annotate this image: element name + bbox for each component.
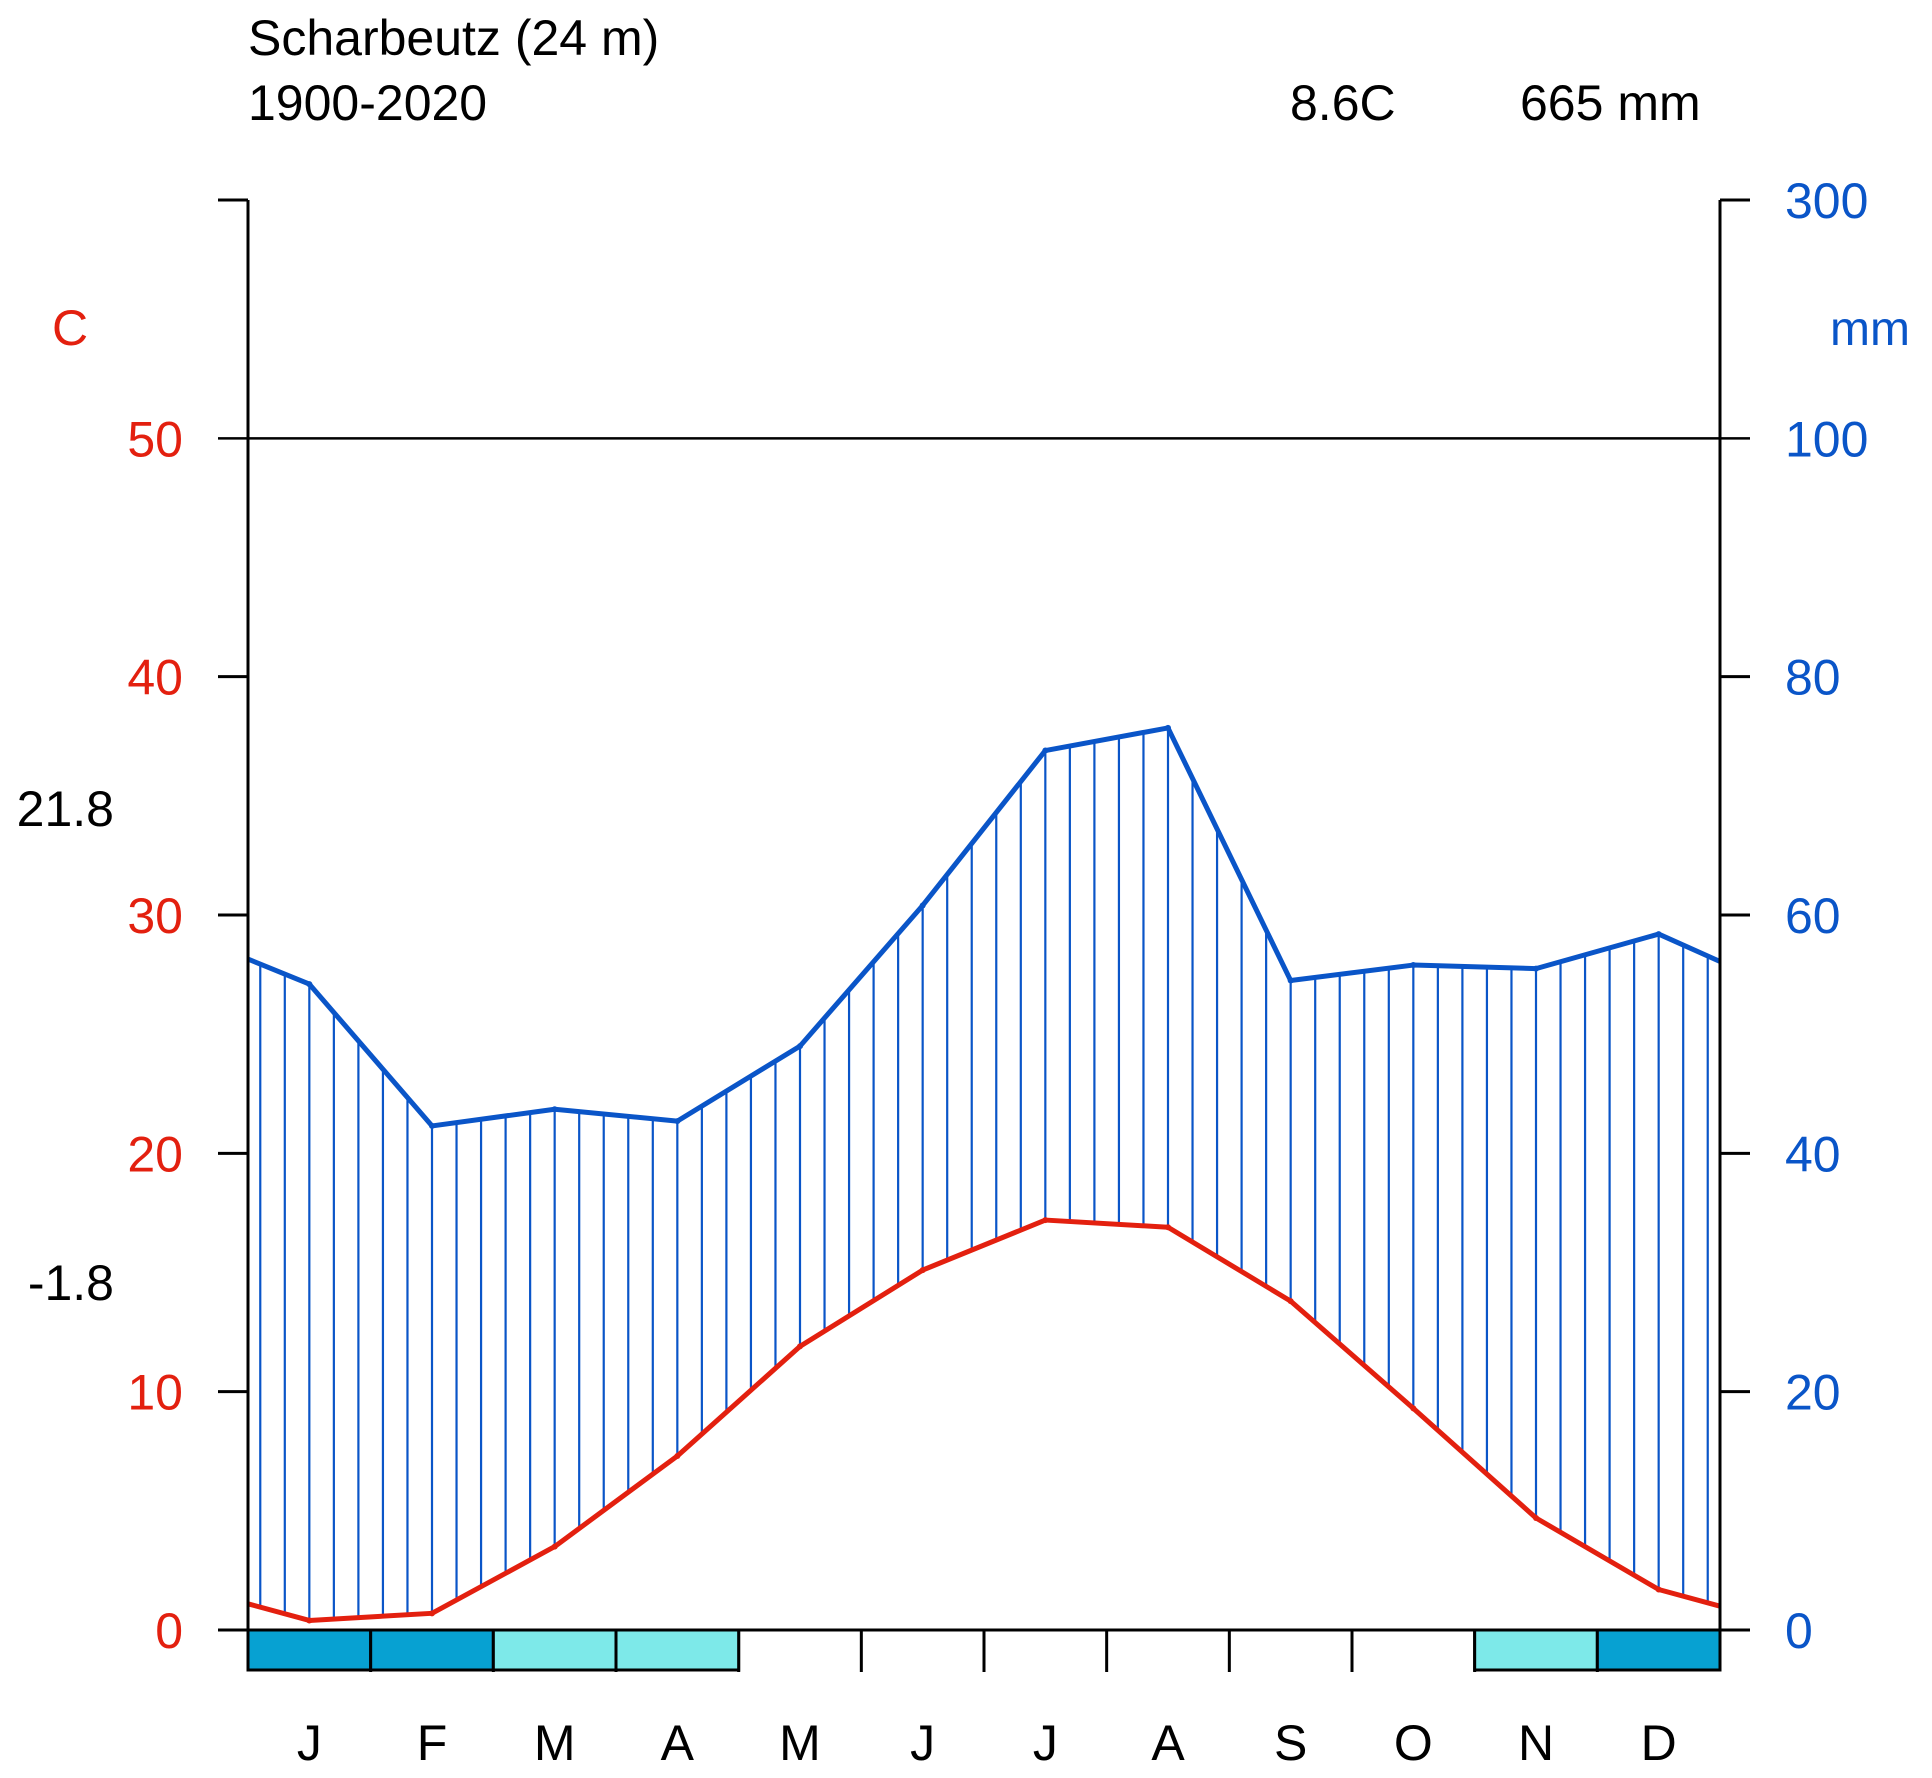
right-tick-label: 80 bbox=[1785, 650, 1841, 706]
temperature-point bbox=[1287, 1298, 1294, 1305]
month-label: D bbox=[1641, 1715, 1677, 1771]
precipitation-point bbox=[1410, 962, 1417, 969]
left-tick-label: 0 bbox=[155, 1603, 183, 1659]
annual-mean-temperature: 8.6C bbox=[1290, 75, 1396, 131]
month-label: M bbox=[779, 1715, 821, 1771]
month-label: J bbox=[910, 1715, 935, 1771]
frost-cell-certain bbox=[369, 1628, 495, 1672]
abs-max-label: 21.8 bbox=[17, 781, 114, 837]
frost-cell-certain bbox=[1595, 1628, 1722, 1672]
right-tick-label: 100 bbox=[1785, 411, 1868, 467]
month-label: A bbox=[1151, 1715, 1185, 1771]
annual-precipitation: 665 mm bbox=[1520, 75, 1701, 131]
frost-bar bbox=[246, 1628, 1722, 1672]
precipitation-point bbox=[306, 981, 313, 988]
right-tick-label: 0 bbox=[1785, 1603, 1813, 1659]
precipitation-point bbox=[429, 1122, 435, 1129]
month-label: F bbox=[417, 1715, 448, 1771]
month-label: N bbox=[1518, 1715, 1554, 1771]
frost-cell-probable bbox=[614, 1628, 741, 1672]
left-axis-unit: C bbox=[52, 300, 88, 356]
temperature-point bbox=[551, 1543, 558, 1550]
series-lines bbox=[247, 724, 1722, 1624]
precipitation-point bbox=[797, 1043, 803, 1050]
temperature-point bbox=[797, 1343, 803, 1350]
frost-cell-certain bbox=[246, 1628, 373, 1672]
temperature-point bbox=[1165, 1224, 1171, 1231]
precipitation-point bbox=[1042, 747, 1049, 754]
precipitation-line bbox=[247, 725, 1722, 1129]
precipitation-point bbox=[1655, 931, 1662, 938]
humid-hatch-layer bbox=[259, 727, 1709, 1621]
month-label: S bbox=[1274, 1715, 1307, 1771]
precipitation-point bbox=[1533, 965, 1539, 972]
chart-period: 1900-2020 bbox=[248, 75, 487, 131]
left-tick-label: 30 bbox=[127, 888, 183, 944]
right-tick-label: 20 bbox=[1785, 1365, 1841, 1421]
right-axis-unit: mm bbox=[1830, 303, 1910, 356]
frost-cell-probable bbox=[491, 1628, 618, 1672]
frost-cell-probable bbox=[1473, 1628, 1599, 1672]
precipitation-point bbox=[674, 1118, 681, 1125]
temperature-point bbox=[1410, 1405, 1417, 1412]
temperature-point bbox=[429, 1610, 435, 1617]
left-tick-label: 20 bbox=[127, 1126, 183, 1182]
right-tick-label: 40 bbox=[1785, 1126, 1841, 1182]
month-label: J bbox=[297, 1715, 322, 1771]
month-label: A bbox=[661, 1715, 695, 1771]
precipitation-point bbox=[551, 1106, 558, 1113]
precipitation-point bbox=[1165, 724, 1171, 731]
left-tick-label: 50 bbox=[127, 411, 183, 467]
month-label: J bbox=[1033, 1715, 1058, 1771]
precipitation-point bbox=[919, 902, 926, 909]
abs-min-label: -1.8 bbox=[28, 1255, 114, 1311]
right-tick-label: 60 bbox=[1785, 888, 1841, 944]
precipitation-point bbox=[1287, 977, 1294, 984]
temperature-point bbox=[1533, 1514, 1539, 1521]
right-tick-label: 300 bbox=[1785, 173, 1868, 229]
tick-labels: 0 10 20 30 40 50 0 20 40 60 80 100 300 bbox=[127, 173, 1868, 1659]
temperature-point bbox=[306, 1617, 313, 1624]
axes bbox=[218, 198, 1750, 1672]
temperature-point bbox=[919, 1267, 926, 1274]
chart-title: Scharbeutz (24 m) bbox=[248, 10, 659, 66]
temperature-point bbox=[674, 1453, 681, 1460]
temperature-line bbox=[247, 1217, 1721, 1623]
left-tick-label: 10 bbox=[127, 1365, 183, 1421]
month-label: M bbox=[534, 1715, 576, 1771]
temperature-point bbox=[1655, 1586, 1662, 1593]
temperature-point bbox=[1042, 1217, 1049, 1224]
left-tick-label: 40 bbox=[127, 650, 183, 706]
month-label: O bbox=[1394, 1715, 1433, 1771]
